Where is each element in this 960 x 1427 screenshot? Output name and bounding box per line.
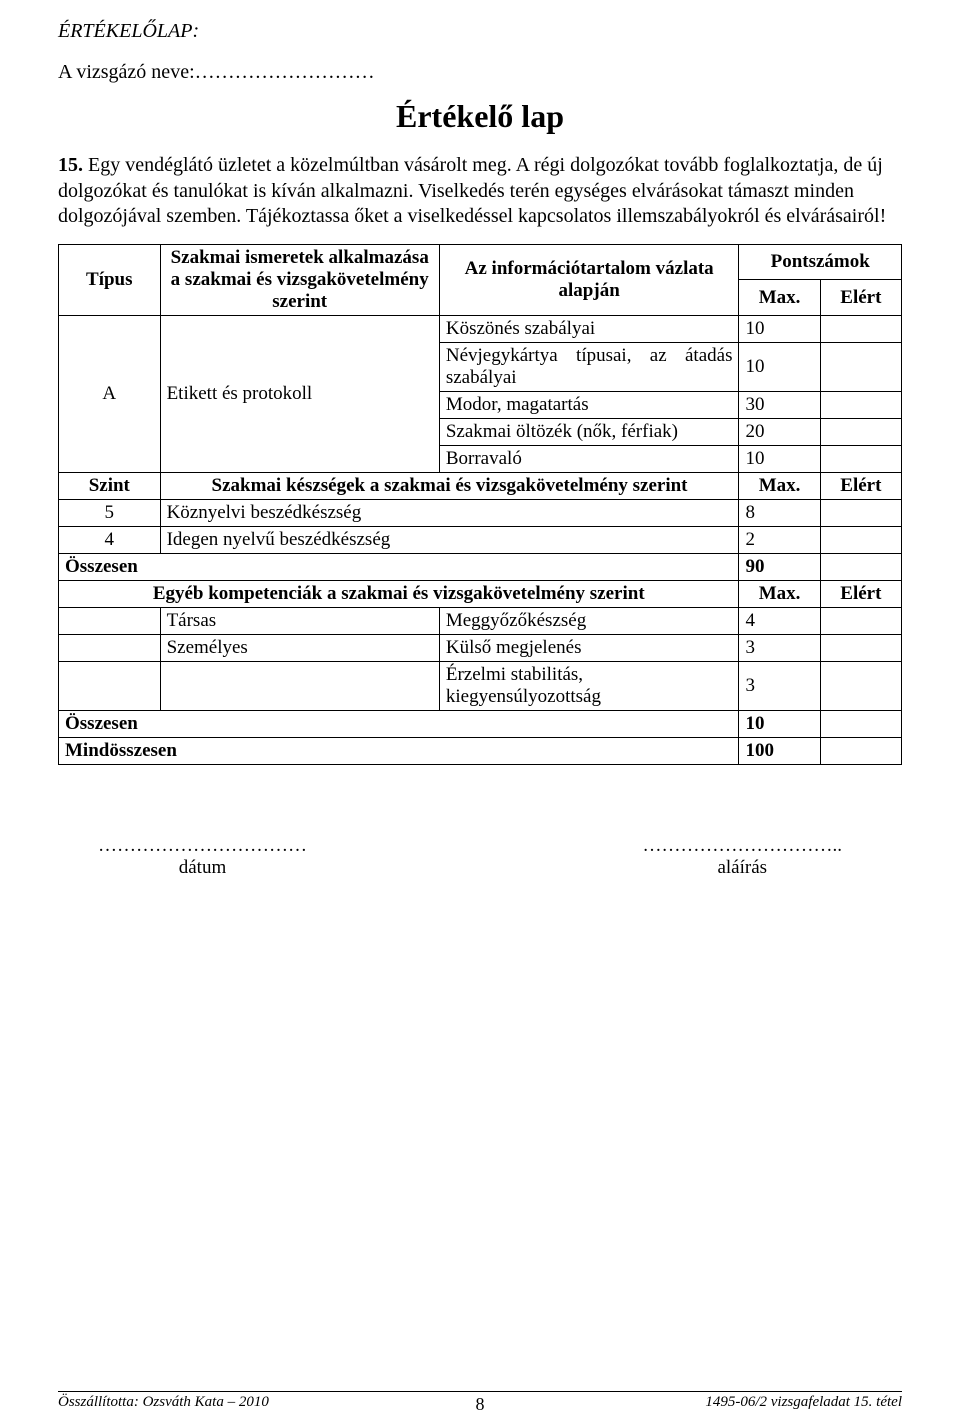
th-egyeb-elert: Elért xyxy=(820,580,901,607)
name-prefix: A vizsgázó neve: xyxy=(58,61,195,83)
th-egyeb: Egyéb kompetenciák a szakmai és vizsgakö… xyxy=(59,580,739,607)
cell-comp-label: Meggyőzőkészség xyxy=(439,607,739,634)
evaluation-table: Típus Szakmai ismeretek alkalmazása a sz… xyxy=(58,244,902,765)
table-row: A Etikett és protokoll Köszönés szabálya… xyxy=(59,315,902,342)
cell-item-label: Névjegykártya típusai, az átadás szabály… xyxy=(439,342,739,391)
table-row: 4 Idegen nyelvű beszédkészség 2 xyxy=(59,526,902,553)
th-szint-elert: Elért xyxy=(820,472,901,499)
table-header-row: Szint Szakmai készségek a szakmai és viz… xyxy=(59,472,902,499)
th-szint: Szint xyxy=(59,472,161,499)
cell-osszesen-elert xyxy=(820,553,901,580)
cell-osszesen-val: 90 xyxy=(739,553,820,580)
th-elert: Elért xyxy=(820,280,901,316)
table-row: Társas Meggyőzőkészség 4 xyxy=(59,607,902,634)
date-dots xyxy=(98,835,307,857)
cell-tipus-a: A xyxy=(59,315,161,472)
footer-left: Összállította: Ozsváth Kata – 2010 xyxy=(58,1394,269,1411)
th-egyeb-max: Max. xyxy=(739,580,820,607)
table-header-row: Egyéb kompetenciák a szakmai és vizsgakö… xyxy=(59,580,902,607)
page-footer: Összállította: Ozsváth Kata – 2010 8 149… xyxy=(58,1391,902,1411)
footer-right: 1495-06/2 vizsgafeladat 15. tétel xyxy=(705,1394,902,1411)
cell-skill-lvl: 5 xyxy=(59,499,161,526)
cell-empty xyxy=(59,661,161,710)
cell-item-label: Szakmai öltözék (nők, férfiak) xyxy=(439,418,739,445)
cell-comp-label: Külső megjelenés xyxy=(439,634,739,661)
sheet-header: ÉRTÉKELŐLAP: xyxy=(58,20,902,43)
cell-item-elert xyxy=(820,418,901,445)
th-szakmai: Szakmai ismeretek alkalmazása a szakmai … xyxy=(160,244,439,315)
signature-label: aláírás xyxy=(643,857,843,879)
th-szint-label: Szakmai készségek a szakmai és vizsgaköv… xyxy=(160,472,739,499)
cell-skill-elert xyxy=(820,499,901,526)
cell-comp-elert xyxy=(820,661,901,710)
footer-page-number: 8 xyxy=(476,1394,485,1415)
task-body: Egy vendéglátó üzletet a közelmúltban vá… xyxy=(58,154,886,227)
th-info: Az információtartalom vázlata alapján xyxy=(439,244,739,315)
cell-skill-max: 2 xyxy=(739,526,820,553)
cell-skill-max: 8 xyxy=(739,499,820,526)
table-header-row: Típus Szakmai ismeretek alkalmazása a sz… xyxy=(59,244,902,280)
cell-item-elert xyxy=(820,315,901,342)
cell-empty xyxy=(59,634,161,661)
cell-item-max: 10 xyxy=(739,315,820,342)
cell-skill-lvl: 4 xyxy=(59,526,161,553)
cell-osszesen: Összesen xyxy=(59,553,739,580)
cell-comp-elert xyxy=(820,634,901,661)
table-row: 5 Köznyelvi beszédkészség 8 xyxy=(59,499,902,526)
signature-dots xyxy=(643,835,843,857)
cell-item-max: 30 xyxy=(739,391,820,418)
signature-column: aláírás xyxy=(643,835,843,879)
cell-comp-max: 4 xyxy=(739,607,820,634)
th-pontszamok: Pontszámok xyxy=(739,244,902,280)
name-dots xyxy=(195,61,375,83)
cell-mindosszesen: Mindösszesen xyxy=(59,737,739,764)
cell-item-label: Modor, magatartás xyxy=(439,391,739,418)
th-szint-max: Max. xyxy=(739,472,820,499)
cell-mindosszesen-elert xyxy=(820,737,901,764)
cell-item-max: 20 xyxy=(739,418,820,445)
date-label: dátum xyxy=(98,857,307,879)
cell-item-max: 10 xyxy=(739,445,820,472)
cell-comp-cat: Társas xyxy=(160,607,439,634)
task-text: 15. Egy vendéglátó üzletet a közelmúltba… xyxy=(58,153,902,230)
cell-item-elert xyxy=(820,391,901,418)
table-row: Összesen 90 xyxy=(59,553,902,580)
cell-skill-label: Köznyelvi beszédkészség xyxy=(160,499,739,526)
task-number: 15. xyxy=(58,154,83,176)
table-row: Érzelmi stabilitás, kiegyensúlyozottság … xyxy=(59,661,902,710)
th-max: Max. xyxy=(739,280,820,316)
table-row: Személyes Külső megjelenés 3 xyxy=(59,634,902,661)
cell-comp-cat: Személyes xyxy=(160,634,439,661)
cell-skill-elert xyxy=(820,526,901,553)
cell-comp-label: Érzelmi stabilitás, kiegyensúlyozottság xyxy=(439,661,739,710)
cell-osszesen-elert xyxy=(820,710,901,737)
page-title: Értékelő lap xyxy=(58,98,902,135)
cell-item-label: Köszönés szabályai xyxy=(439,315,739,342)
date-column: dátum xyxy=(98,835,307,879)
cell-item-elert xyxy=(820,342,901,391)
cell-comp-elert xyxy=(820,607,901,634)
cell-item-max: 10 xyxy=(739,342,820,391)
cell-osszesen: Összesen xyxy=(59,710,739,737)
table-row: Összesen 10 xyxy=(59,710,902,737)
cell-mindosszesen-val: 100 xyxy=(739,737,820,764)
cell-comp-max: 3 xyxy=(739,661,820,710)
cell-osszesen-val: 10 xyxy=(739,710,820,737)
th-tipus: Típus xyxy=(59,244,161,315)
cell-skill-label: Idegen nyelvű beszédkészség xyxy=(160,526,739,553)
examinee-name-line: A vizsgázó neve: xyxy=(58,61,902,84)
table-row: Mindösszesen 100 xyxy=(59,737,902,764)
cell-comp-max: 3 xyxy=(739,634,820,661)
cell-empty xyxy=(59,607,161,634)
signature-row: dátum aláírás xyxy=(58,835,902,879)
cell-item-label: Borravaló xyxy=(439,445,739,472)
cell-szakmai-a: Etikett és protokoll xyxy=(160,315,439,472)
cell-comp-cat xyxy=(160,661,439,710)
cell-item-elert xyxy=(820,445,901,472)
